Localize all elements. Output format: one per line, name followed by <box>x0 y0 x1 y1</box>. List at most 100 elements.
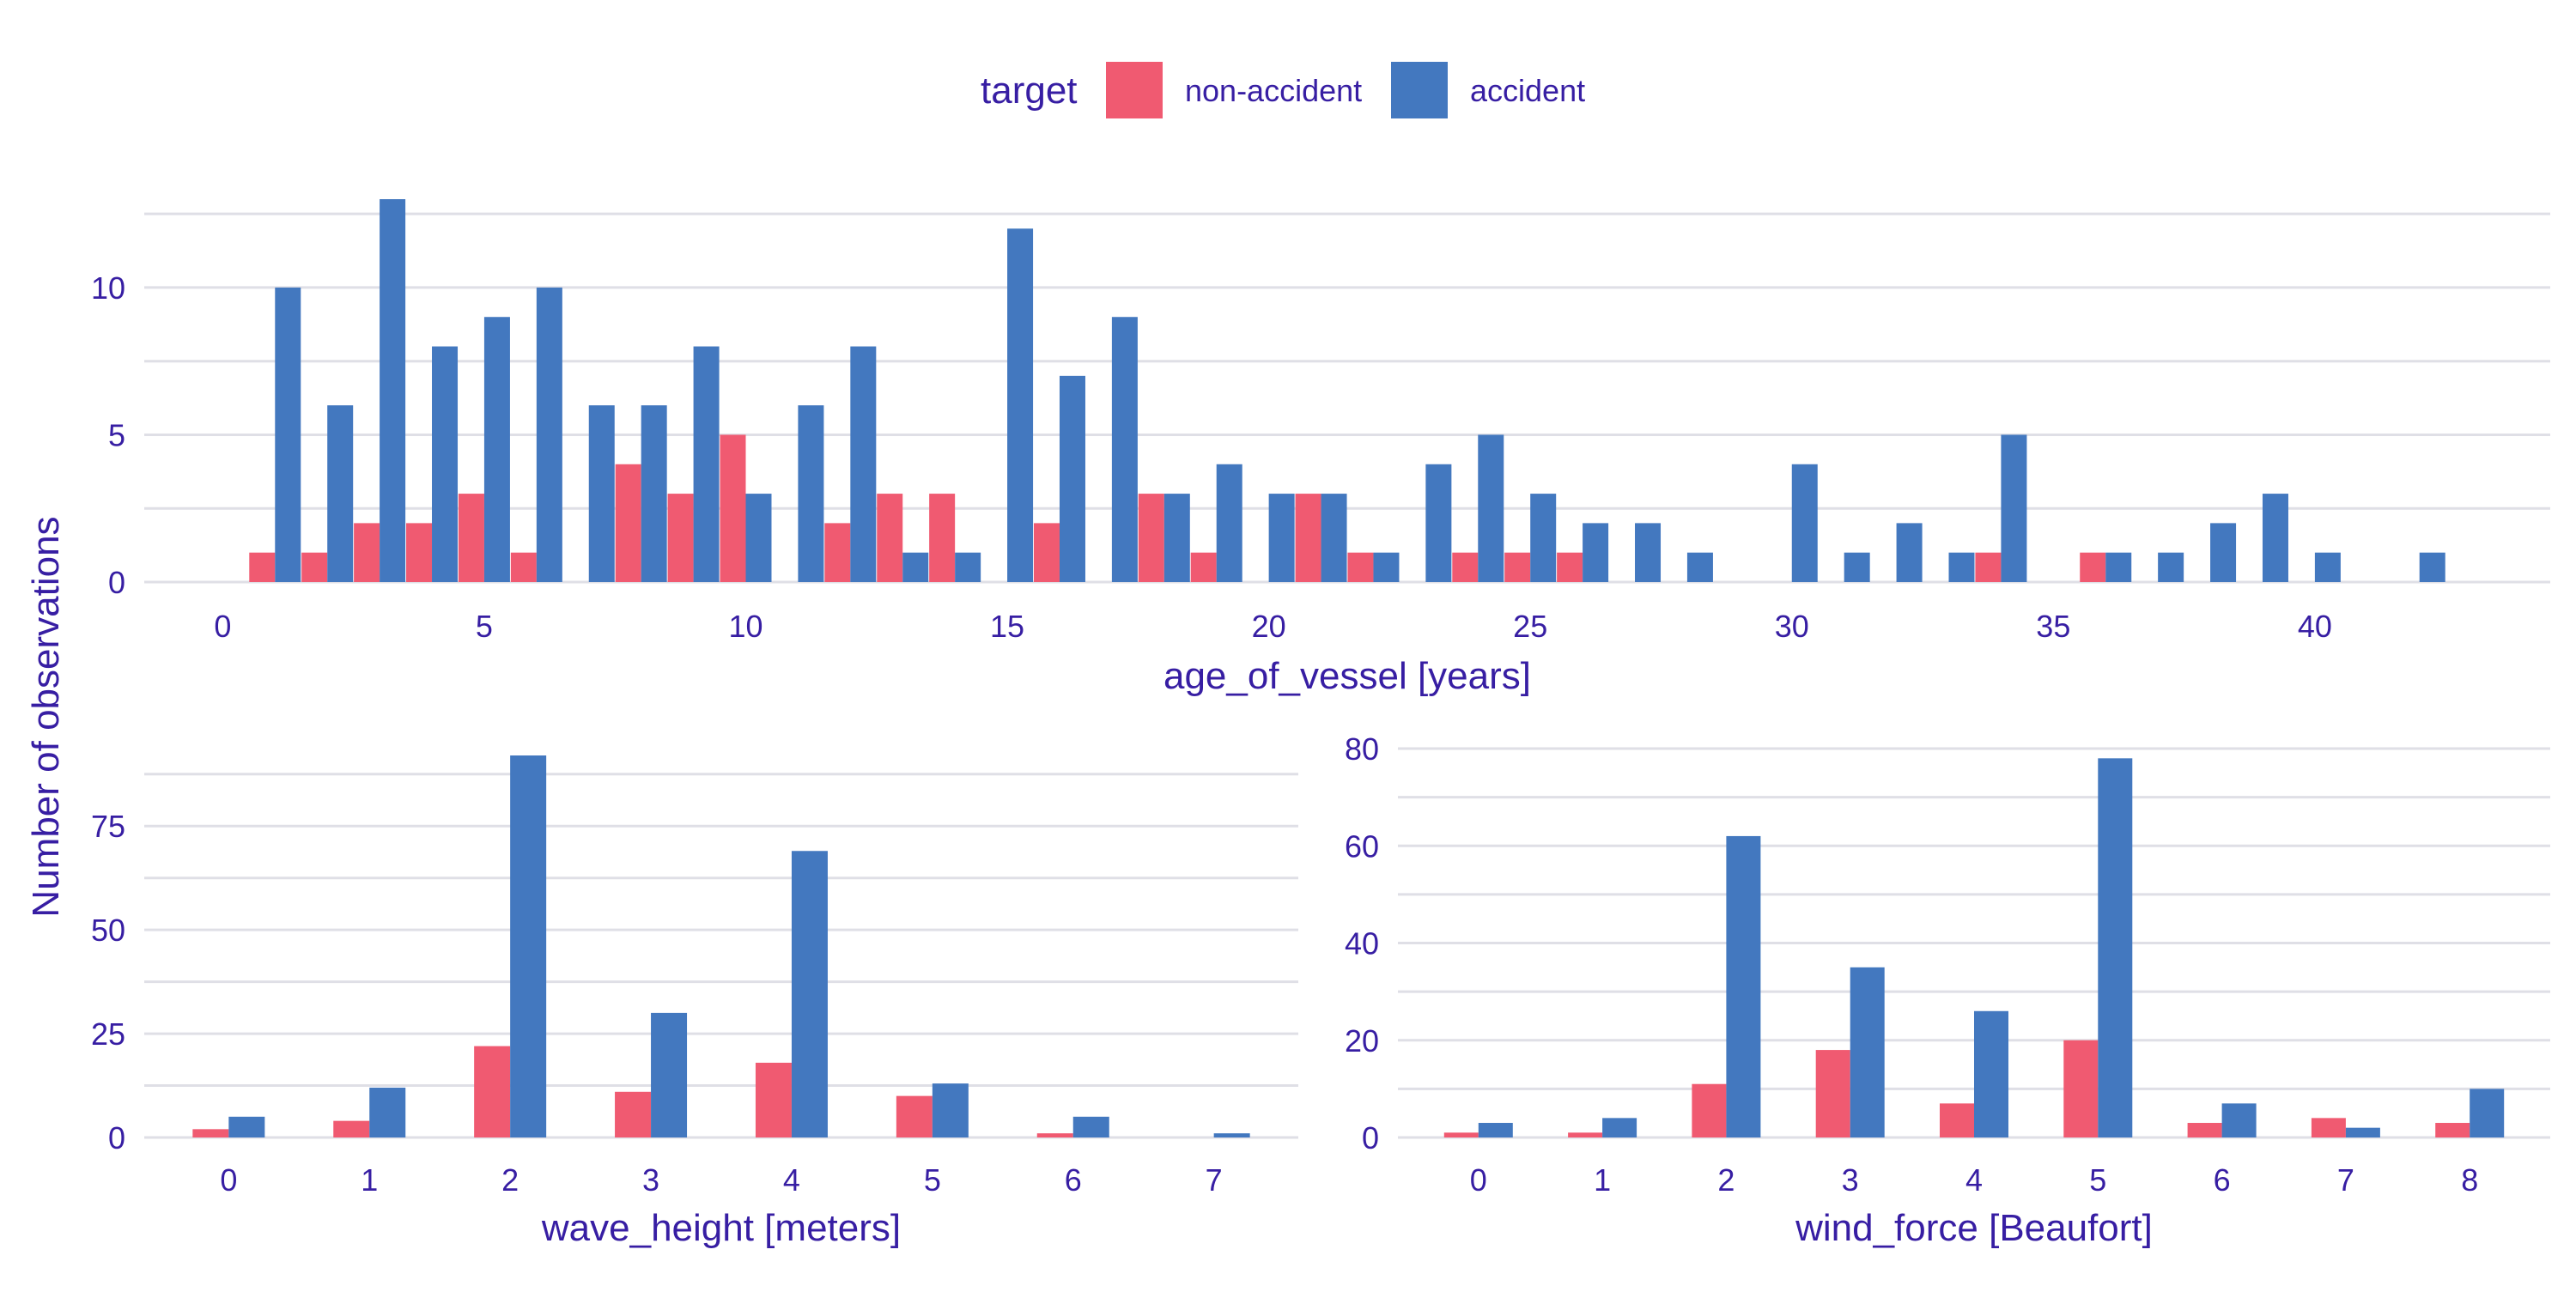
x-tick-label: 2 <box>501 1162 519 1198</box>
bar-accident <box>1213 1133 1250 1137</box>
bar-accident <box>1163 494 1190 582</box>
bar-accident <box>791 851 828 1137</box>
x-tick-label: 5 <box>476 609 493 644</box>
y-tick-label: 50 <box>91 913 125 948</box>
bar-accident <box>902 552 929 582</box>
legend: target non-accident accident <box>981 62 1585 118</box>
bar-non-accident <box>1504 552 1531 582</box>
bar-accident <box>1072 1116 1109 1137</box>
bar-non-accident <box>824 523 851 582</box>
bar-accident <box>536 287 562 582</box>
bar-accident <box>641 405 667 582</box>
bar-accident <box>1974 1010 2008 1137</box>
legend-swatch-non-accident <box>1106 62 1163 118</box>
bar-non-accident <box>667 494 694 582</box>
x-tick-label: 6 <box>2214 1162 2231 1198</box>
x-tick-label: 30 <box>1775 609 1809 644</box>
x-tick-label: 7 <box>2337 1162 2354 1198</box>
bar-accident <box>850 346 877 582</box>
bar-accident <box>1059 375 1085 582</box>
bar-accident <box>327 405 354 582</box>
bar-accident <box>380 199 406 582</box>
panel-wave-height: 0 25 50 75 0 1 2 3 4 5 6 7 wave_height [meters] <box>91 755 1298 1249</box>
x-tick-label: 0 <box>214 609 231 644</box>
bar-accident <box>1602 1118 1637 1137</box>
y-tick-label: 75 <box>91 809 125 844</box>
legend-swatch-accident <box>1391 62 1448 118</box>
bar-accident <box>1321 494 1347 582</box>
bar-accident <box>1268 494 1295 582</box>
bar-accident <box>1635 523 1662 582</box>
bar-accident <box>1844 552 1870 582</box>
bar-accident <box>1948 552 1975 582</box>
x-tick-label: 10 <box>728 609 762 644</box>
bar-accident <box>1478 1123 1513 1137</box>
y-tick-label: 80 <box>1345 731 1379 767</box>
x-tick-label: 4 <box>1965 1162 1983 1198</box>
y-tick-label: 0 <box>108 565 125 600</box>
y-tick-label: 60 <box>1345 828 1379 864</box>
bar-non-accident <box>877 494 903 582</box>
bar-non-accident <box>615 464 641 582</box>
bar-non-accident <box>354 523 380 582</box>
bar-non-accident <box>1036 1133 1073 1137</box>
bar-non-accident <box>2187 1123 2222 1137</box>
bar-accident <box>510 755 547 1137</box>
bar-non-accident <box>510 552 537 582</box>
x-tick-label: 5 <box>924 1162 941 1198</box>
bar-accident <box>1791 464 1818 582</box>
x-tick-label: 15 <box>990 609 1024 644</box>
bar-non-accident <box>1295 494 1321 582</box>
bar-non-accident <box>1033 523 1060 582</box>
bar-non-accident <box>1443 1132 1479 1137</box>
x-tick-label: 0 <box>1470 1162 1487 1198</box>
bar-non-accident <box>755 1062 792 1137</box>
bar-accident <box>2345 1127 2380 1137</box>
bar-non-accident <box>192 1129 229 1137</box>
bar-accident <box>1425 464 1452 582</box>
x-tick-label: 3 <box>1842 1162 1859 1198</box>
bar-non-accident <box>333 1120 370 1137</box>
x-axis-label: wind_force [Beaufort] <box>1795 1207 2153 1249</box>
bar-accident <box>588 405 615 582</box>
panel-age-of-vessel: 0 5 10 0 5 10 15 20 25 30 35 40 age_of_vessel [years… <box>91 199 2550 697</box>
bar-accident <box>275 287 301 582</box>
bar-accident <box>2262 494 2288 582</box>
bar-non-accident <box>1138 494 1164 582</box>
bar-accident <box>1111 317 1138 582</box>
x-tick-label: 4 <box>783 1162 800 1198</box>
bar-accident <box>932 1083 969 1137</box>
bar-accident <box>2314 552 2341 582</box>
bar-accident <box>1726 835 1761 1137</box>
y-tick-label: 0 <box>108 1120 125 1156</box>
bar-accident <box>745 494 772 582</box>
y-tick-label: 20 <box>1345 1023 1379 1058</box>
bar-accident <box>2470 1089 2505 1137</box>
bar-accident <box>432 346 459 582</box>
bar-non-accident <box>1940 1103 1974 1137</box>
y-axis-label: Number of observations <box>25 516 67 917</box>
x-tick-label: 2 <box>1717 1162 1735 1198</box>
bar-non-accident <box>1190 552 1217 582</box>
bar-accident <box>1583 523 1609 582</box>
bar-non-accident <box>2311 1118 2346 1137</box>
x-tick-label: 3 <box>642 1162 659 1198</box>
bar-accident <box>2105 552 2132 582</box>
bar-non-accident <box>1557 552 1583 582</box>
y-tick-label: 40 <box>1345 926 1379 961</box>
bar-accident <box>1373 552 1400 582</box>
bar-accident <box>693 346 720 582</box>
bar-non-accident <box>929 494 956 582</box>
y-tick-label: 10 <box>91 270 125 306</box>
x-axis-label: wave_height [meters] <box>541 1207 901 1249</box>
bar-accident <box>1686 552 1713 582</box>
bar-non-accident <box>1815 1050 1850 1137</box>
bar-accident <box>1850 967 1885 1137</box>
bar-non-accident <box>896 1095 933 1137</box>
bar-accident <box>228 1116 265 1137</box>
x-tick-label: 6 <box>1065 1162 1082 1198</box>
x-tick-label: 8 <box>2461 1162 2478 1198</box>
bar-non-accident <box>615 1091 652 1137</box>
